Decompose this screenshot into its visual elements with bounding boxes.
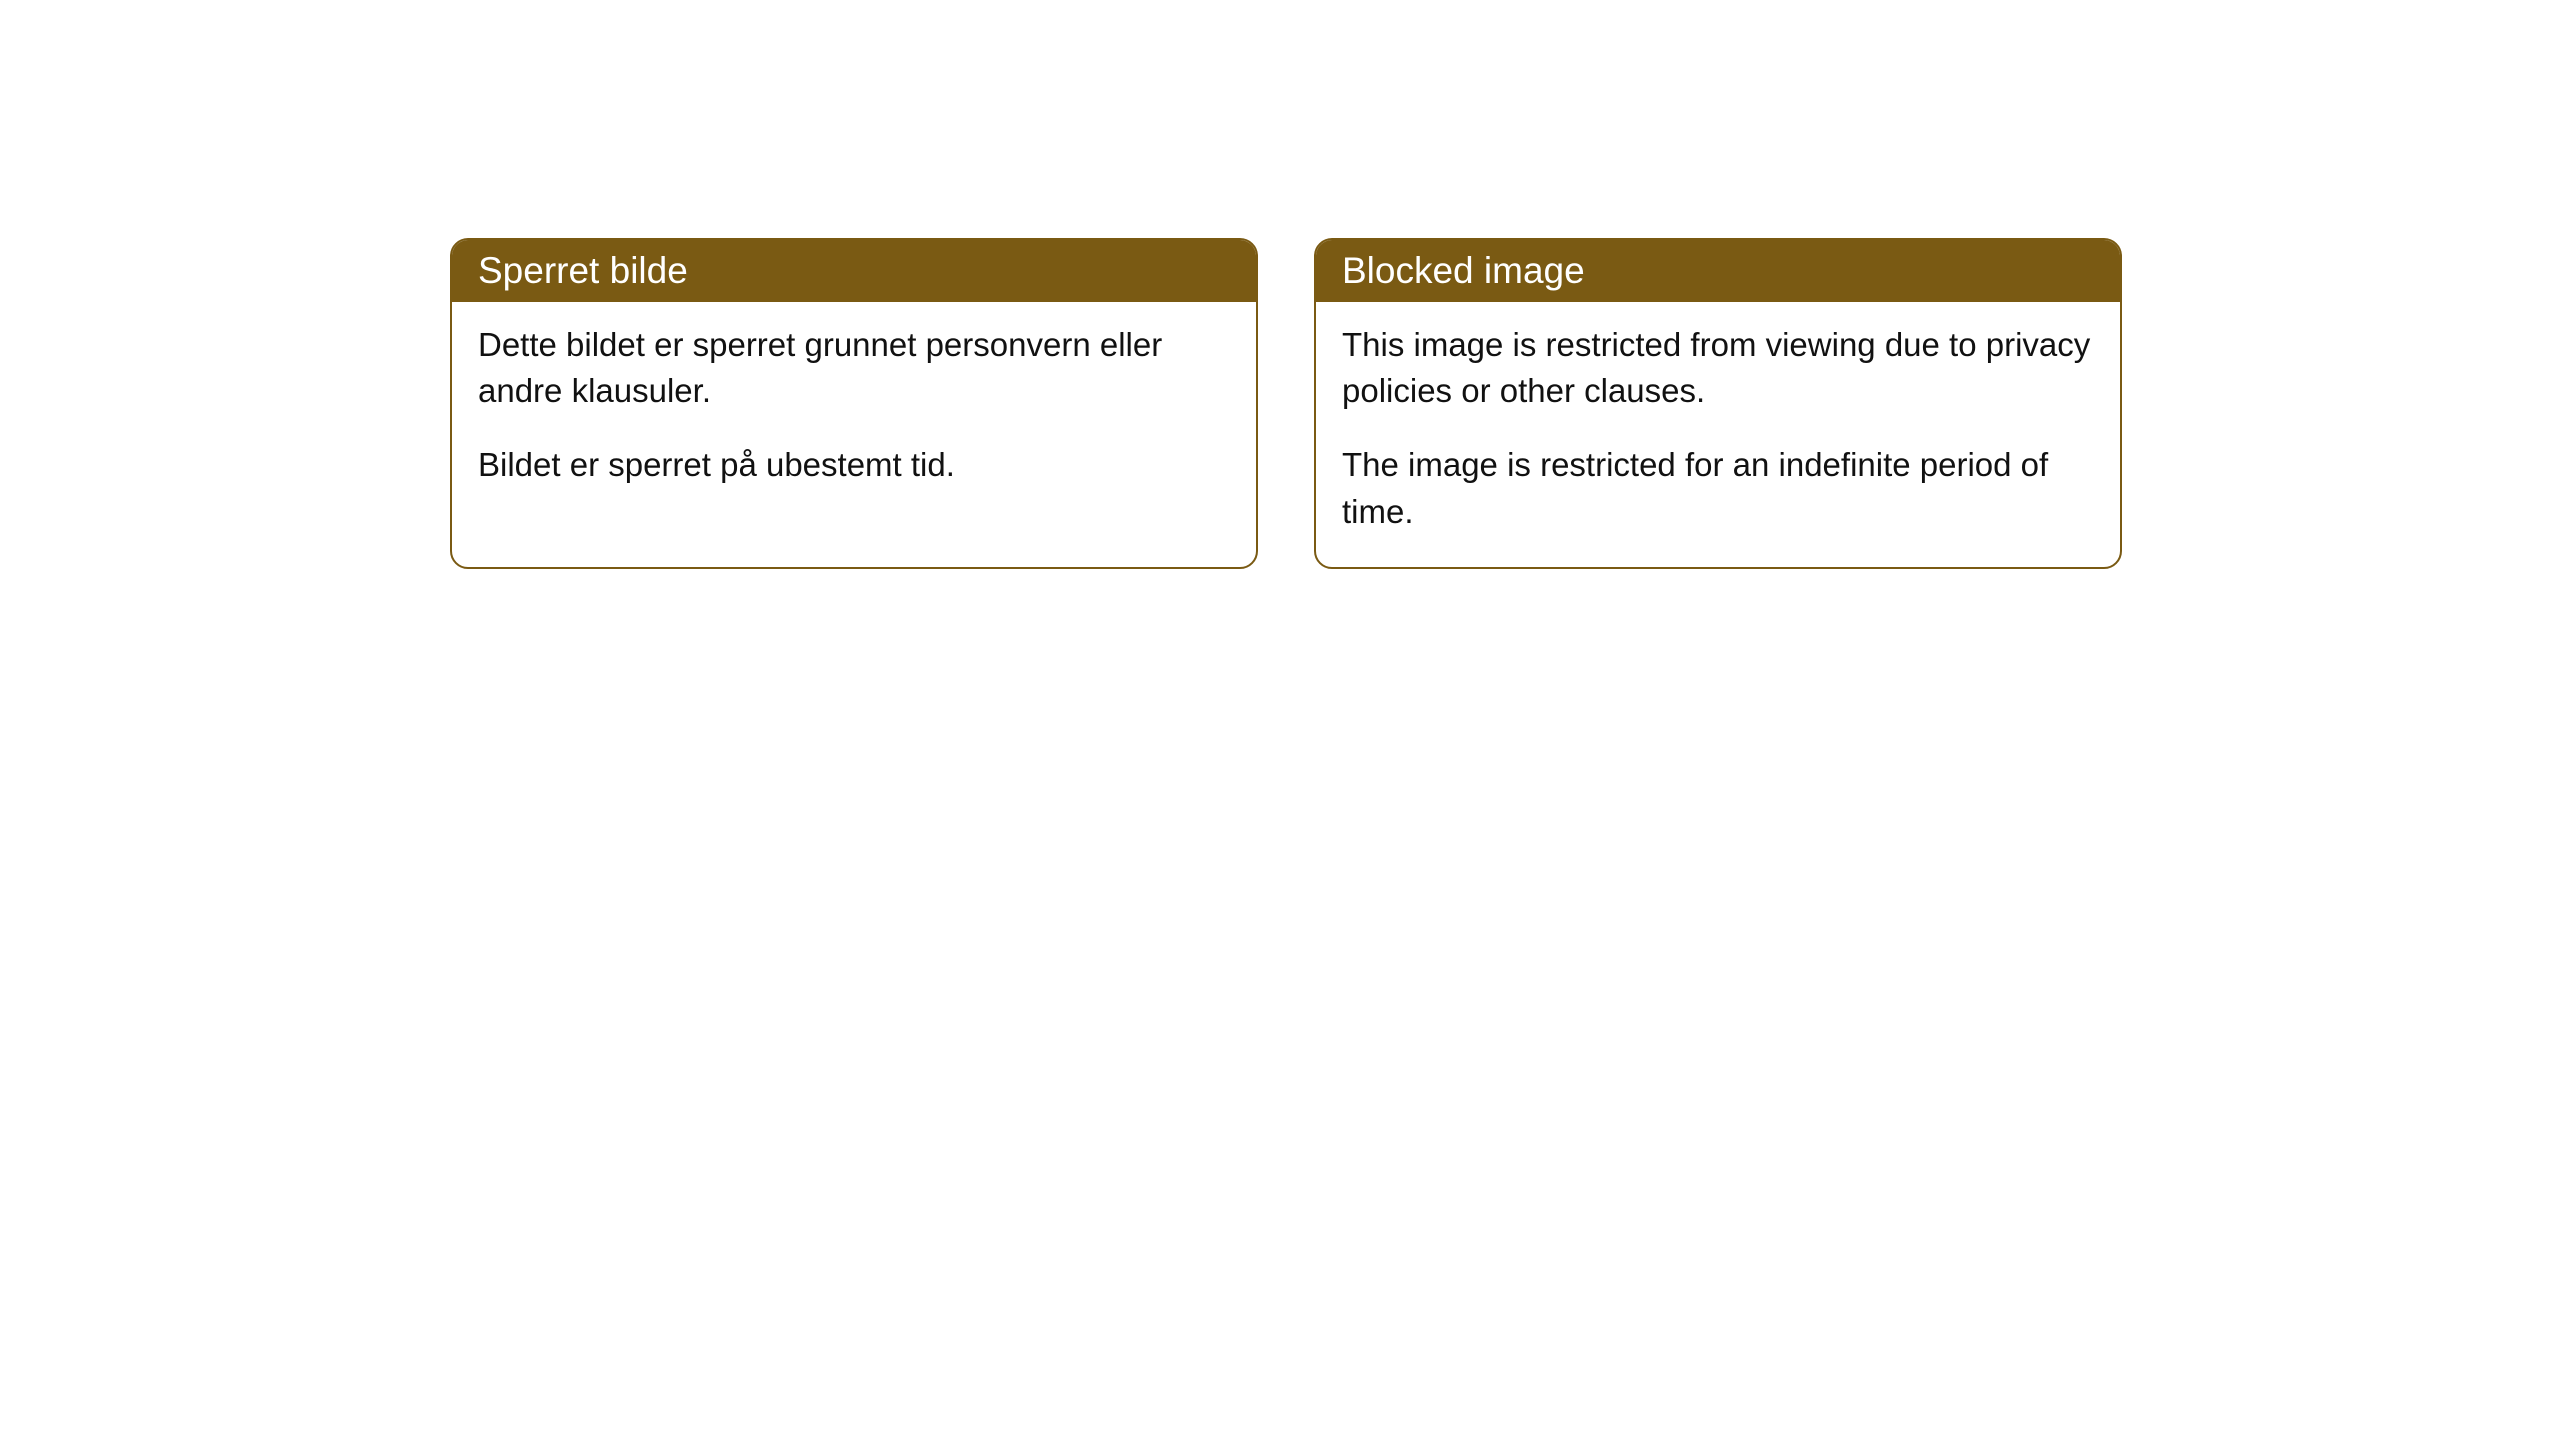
card-title: Blocked image xyxy=(1342,250,1585,291)
card-paragraph: Bildet er sperret på ubestemt tid. xyxy=(478,442,1230,488)
card-paragraph: Dette bildet er sperret grunnet personve… xyxy=(478,322,1230,414)
card-paragraph: The image is restricted for an indefinit… xyxy=(1342,442,2094,534)
notice-cards-container: Sperret bilde Dette bildet er sperret gr… xyxy=(450,238,2122,569)
card-paragraph: This image is restricted from viewing du… xyxy=(1342,322,2094,414)
card-body: Dette bildet er sperret grunnet personve… xyxy=(452,302,1256,521)
card-body: This image is restricted from viewing du… xyxy=(1316,302,2120,567)
card-header: Sperret bilde xyxy=(452,240,1256,302)
notice-card-english: Blocked image This image is restricted f… xyxy=(1314,238,2122,569)
card-title: Sperret bilde xyxy=(478,250,688,291)
notice-card-norwegian: Sperret bilde Dette bildet er sperret gr… xyxy=(450,238,1258,569)
card-header: Blocked image xyxy=(1316,240,2120,302)
